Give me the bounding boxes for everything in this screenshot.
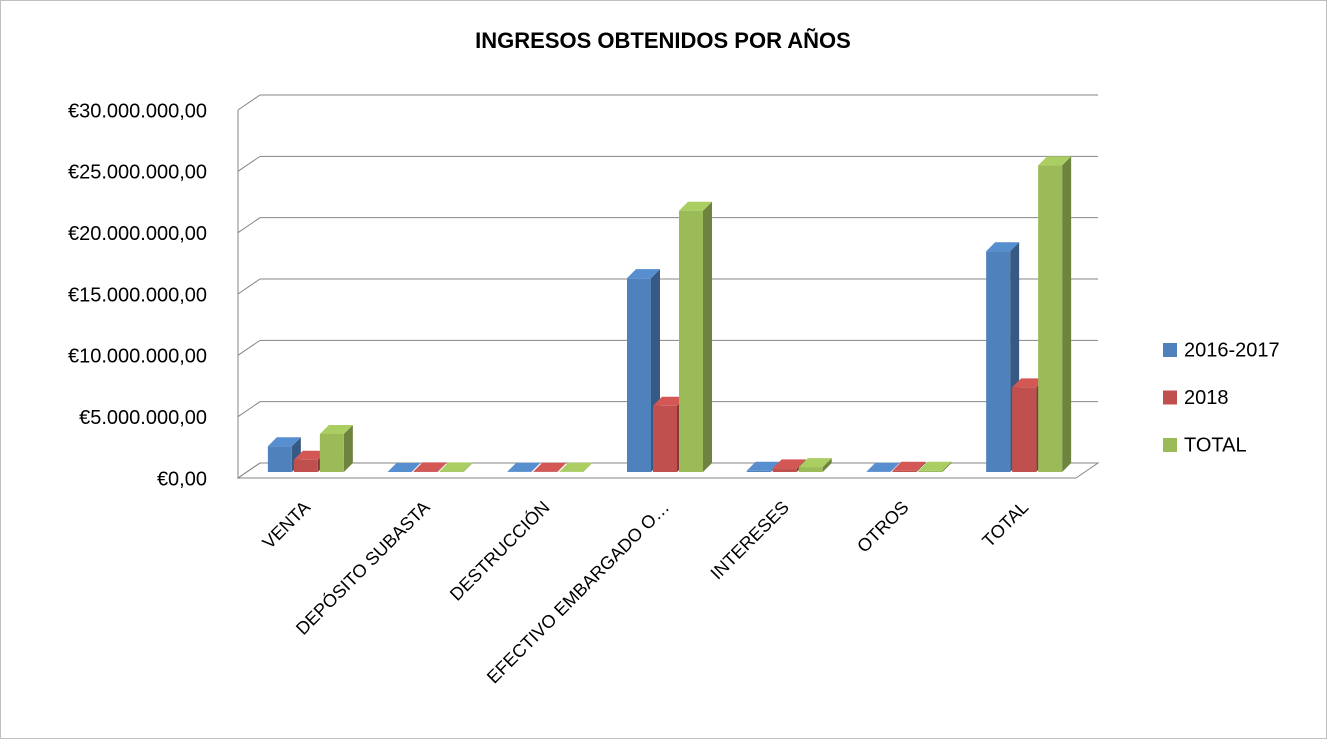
bar-front: [746, 470, 771, 472]
bar-top: [507, 462, 541, 472]
bar-side: [463, 462, 473, 472]
bar-front: [439, 471, 464, 472]
bar-front: [319, 433, 344, 472]
bar-top: [559, 462, 593, 472]
bar-top: [986, 242, 1020, 252]
bar-top: [679, 201, 712, 211]
legend-label: 2018: [1184, 387, 1229, 409]
chart-title: INGRESOS OBTENIDOS POR AÑOS: [475, 28, 851, 53]
bar-side: [531, 462, 541, 472]
bar-side: [1062, 156, 1072, 473]
bar-top: [798, 458, 832, 468]
bar-top: [319, 424, 353, 434]
legend-swatch: [1163, 390, 1177, 405]
grid-line: [237, 217, 1098, 234]
bar: [507, 462, 541, 472]
y-tick-label: €10.000.000,00: [68, 346, 207, 368]
bar-front: [293, 459, 318, 472]
bar: [679, 201, 712, 472]
bar: [413, 462, 447, 472]
bar-front: [986, 251, 1011, 472]
legend-label: TOTAL: [1184, 434, 1247, 456]
bar-front: [653, 405, 677, 472]
bar: [918, 461, 952, 472]
grid-line: [237, 94, 1098, 111]
grid-line: [237, 278, 1098, 295]
bar-side: [703, 201, 712, 472]
bar: [986, 242, 1020, 472]
bar-front: [267, 446, 292, 472]
bar-front: [772, 468, 797, 472]
bar-top: [653, 396, 686, 406]
bar-side: [822, 458, 832, 472]
bar-front: [413, 471, 438, 472]
legend-swatch: [1163, 438, 1177, 452]
bar-top: [746, 461, 780, 471]
bar-front: [679, 210, 703, 472]
bar-front: [798, 467, 823, 472]
bar-side: [942, 461, 952, 472]
bar: [1038, 156, 1072, 473]
bar-side: [343, 424, 353, 472]
y-tick-label: €0,00: [157, 468, 207, 490]
bar-side: [890, 462, 900, 472]
bar-top: [293, 450, 327, 460]
bar-front: [918, 470, 943, 472]
bar: [439, 462, 473, 472]
y-tick-label: €20.000.000,00: [68, 223, 207, 245]
y-tick-label: €5.000.000,00: [79, 407, 207, 429]
bar-top: [892, 461, 926, 471]
bar: [387, 463, 421, 472]
y-tick-label: €30.000.000,00: [68, 100, 207, 122]
grid-line: [237, 155, 1098, 172]
bar-top: [772, 459, 806, 469]
bar-front: [1038, 165, 1063, 473]
legend-label: 2016-2017: [1184, 339, 1280, 361]
grid-line: [237, 339, 1098, 356]
bar-top: [267, 437, 301, 447]
bar-top: [1038, 156, 1072, 166]
bar-top: [413, 462, 447, 472]
bar-side: [583, 462, 593, 472]
bar-front: [1012, 387, 1037, 472]
bar-top: [439, 462, 473, 472]
bar-top: [627, 269, 660, 279]
bar-top: [866, 462, 900, 472]
bar-front: [627, 278, 651, 472]
bar-top: [387, 463, 421, 472]
bar-side: [557, 462, 567, 472]
bar: [533, 462, 567, 472]
legend-swatch: [1163, 343, 1177, 357]
bar-top: [533, 462, 567, 472]
bar-front: [892, 470, 917, 472]
bar-side: [437, 462, 447, 472]
bar-top: [1012, 378, 1046, 388]
bar-top: [918, 461, 952, 471]
bar: [798, 458, 832, 472]
y-tick-label: €15.000.000,00: [68, 284, 207, 306]
bar: [866, 462, 900, 472]
y-tick-label: €25.000.000,00: [68, 162, 207, 184]
bar-side: [916, 461, 926, 472]
bar: [559, 462, 593, 472]
bar: [319, 424, 353, 472]
bar: [892, 461, 926, 472]
grid-line: [237, 401, 1098, 418]
